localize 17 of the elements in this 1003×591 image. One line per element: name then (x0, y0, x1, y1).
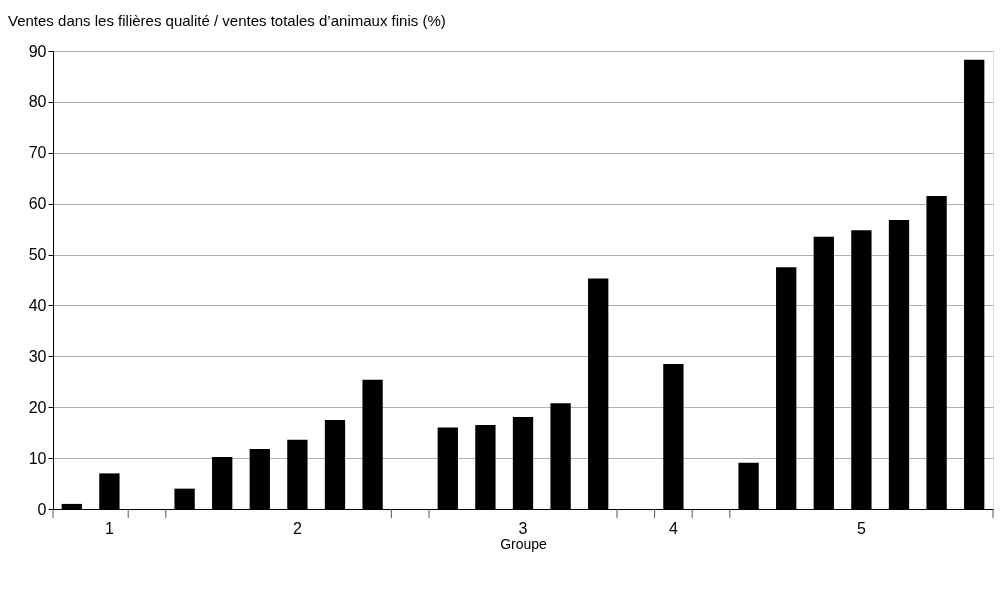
y-tick-label: 40 (28, 296, 47, 314)
x-tick-label: 2 (292, 520, 302, 537)
y-tick-label: 80 (28, 93, 47, 111)
y-tick-label: 30 (28, 347, 47, 365)
x-tick-label: 3 (518, 520, 528, 537)
x-tick-label: 5 (856, 520, 866, 537)
y-tick-label: 50 (28, 246, 47, 264)
y-tick-label: 20 (28, 398, 47, 416)
x-tick-label: 1 (104, 520, 114, 537)
y-tick-label: 70 (28, 144, 47, 162)
x-tick-label: 4 (668, 520, 678, 537)
y-tick-label: 0 (37, 500, 47, 518)
y-tick-label: 90 (28, 42, 47, 60)
x-axis-title: Groupe (500, 535, 548, 552)
y-tick-label: 60 (28, 195, 47, 213)
y-tick-label: 10 (28, 449, 47, 467)
chart-title: Ventes dans les filières qualité / ventes totales d’animaux finis (%) (8, 12, 446, 29)
